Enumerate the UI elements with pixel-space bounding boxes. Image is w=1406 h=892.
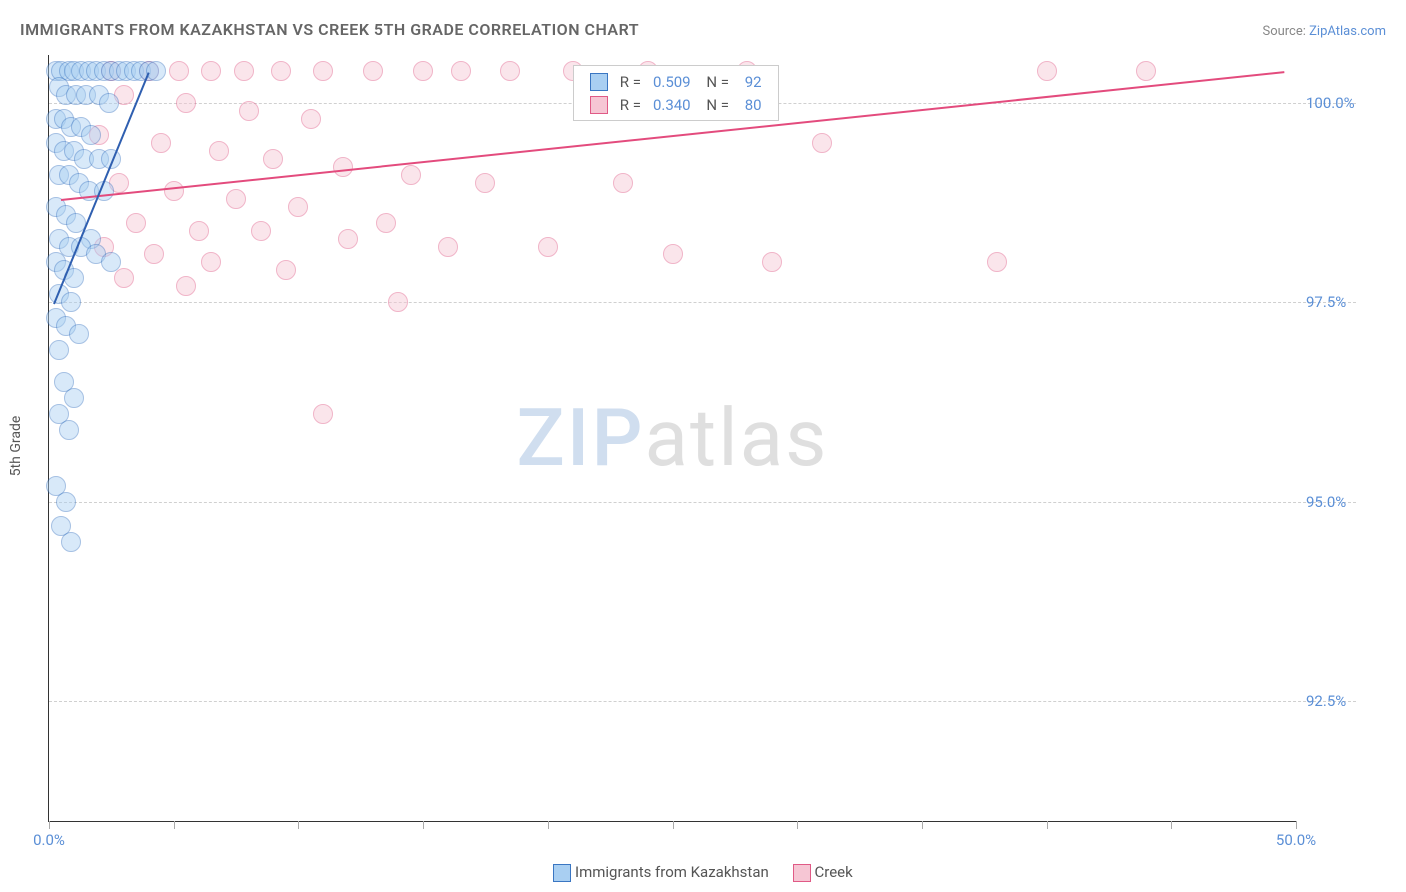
x-tick	[1047, 821, 1048, 829]
data-point-creek	[613, 173, 633, 193]
data-point-kazakhstan	[61, 292, 81, 312]
legend-swatch-kazakhstan	[590, 73, 608, 91]
y-tick-label: 100.0%	[1306, 94, 1396, 112]
data-point-creek	[176, 276, 196, 296]
data-point-creek	[114, 268, 134, 288]
data-point-creek	[438, 237, 458, 257]
data-point-creek	[301, 109, 321, 129]
data-point-creek	[451, 61, 471, 81]
data-point-creek	[663, 244, 683, 264]
data-point-creek	[313, 61, 333, 81]
data-point-creek	[151, 133, 171, 153]
x-tick	[673, 821, 674, 829]
x-tick	[797, 821, 798, 829]
x-tick-label: 0.0%	[33, 831, 65, 849]
data-point-creek	[500, 61, 520, 81]
data-point-kazakhstan	[146, 61, 166, 81]
data-point-creek	[226, 189, 246, 209]
x-tick-label: 50.0%	[1276, 831, 1316, 849]
data-point-creek	[333, 157, 353, 177]
data-point-creek	[475, 173, 495, 193]
x-tick	[49, 821, 50, 829]
data-point-creek	[1136, 61, 1156, 81]
data-point-creek	[288, 197, 308, 217]
data-point-kazakhstan	[81, 125, 101, 145]
gridline	[49, 302, 1356, 303]
x-tick	[174, 821, 175, 829]
data-point-creek	[987, 252, 1007, 272]
data-point-creek	[271, 61, 291, 81]
legend-swatch-creek	[590, 96, 608, 114]
data-point-creek	[144, 244, 164, 264]
bottom-legend-label: Immigrants from Kazakhstan	[575, 863, 769, 881]
y-axis-label: 5th Grade	[8, 416, 24, 477]
data-point-creek	[209, 141, 229, 161]
legend-swatch	[553, 864, 571, 882]
gridline	[49, 502, 1356, 503]
legend-swatch	[793, 864, 811, 882]
data-point-creek	[388, 292, 408, 312]
data-point-creek	[376, 213, 396, 233]
data-point-kazakhstan	[99, 93, 119, 113]
watermark-atlas: atlas	[645, 391, 829, 485]
bottom-legend-item: Creek	[793, 863, 853, 881]
data-point-creek	[126, 213, 146, 233]
y-tick-label: 92.5%	[1306, 692, 1396, 710]
source-label: Source:	[1262, 24, 1309, 39]
data-point-creek	[413, 61, 433, 81]
data-point-kazakhstan	[101, 252, 121, 272]
data-point-creek	[812, 133, 832, 153]
data-point-creek	[164, 181, 184, 201]
data-point-creek	[239, 101, 259, 121]
x-tick	[548, 821, 549, 829]
x-tick	[1171, 821, 1172, 829]
data-point-creek	[762, 252, 782, 272]
data-point-creek	[251, 221, 271, 241]
data-point-creek	[263, 149, 283, 169]
y-tick-label: 97.5%	[1306, 293, 1396, 311]
bottom-legend-item: Immigrants from Kazakhstan	[553, 863, 769, 881]
x-tick	[423, 821, 424, 829]
data-point-kazakhstan	[49, 340, 69, 360]
data-point-creek	[401, 165, 421, 185]
data-point-creek	[201, 252, 221, 272]
stats-legend: R =0.509 N = 92R =0.340 N = 80	[573, 65, 779, 121]
data-point-kazakhstan	[61, 532, 81, 552]
data-point-kazakhstan	[64, 388, 84, 408]
y-tick-label: 95.0%	[1306, 493, 1396, 511]
gridline	[49, 701, 1356, 702]
data-point-creek	[1037, 61, 1057, 81]
data-point-creek	[363, 61, 383, 81]
data-point-creek	[234, 61, 254, 81]
x-tick	[298, 821, 299, 829]
bottom-legend-label: Creek	[815, 863, 853, 881]
data-point-creek	[189, 221, 209, 241]
x-tick	[922, 821, 923, 829]
watermark-zip: ZIP	[517, 391, 645, 485]
bottom-legend: Immigrants from Kazakhstan Creek	[0, 863, 1406, 882]
watermark: ZIPatlas	[517, 391, 829, 485]
data-point-creek	[201, 61, 221, 81]
data-point-kazakhstan	[59, 420, 79, 440]
data-point-creek	[169, 61, 189, 81]
data-point-creek	[538, 237, 558, 257]
x-tick	[1296, 821, 1297, 829]
scatter-chart: ZIPatlas 92.5%95.0%97.5%100.0%0.0%50.0%R…	[48, 55, 1296, 822]
data-point-creek	[313, 404, 333, 424]
source-attribution: Source: ZipAtlas.com	[1262, 24, 1386, 39]
data-point-kazakhstan	[56, 492, 76, 512]
data-point-creek	[176, 93, 196, 113]
data-point-creek	[338, 229, 358, 249]
chart-title: IMMIGRANTS FROM KAZAKHSTAN VS CREEK 5TH …	[20, 20, 639, 39]
data-point-kazakhstan	[69, 324, 89, 344]
data-point-creek	[276, 260, 296, 280]
source-link[interactable]: ZipAtlas.com	[1309, 24, 1386, 39]
